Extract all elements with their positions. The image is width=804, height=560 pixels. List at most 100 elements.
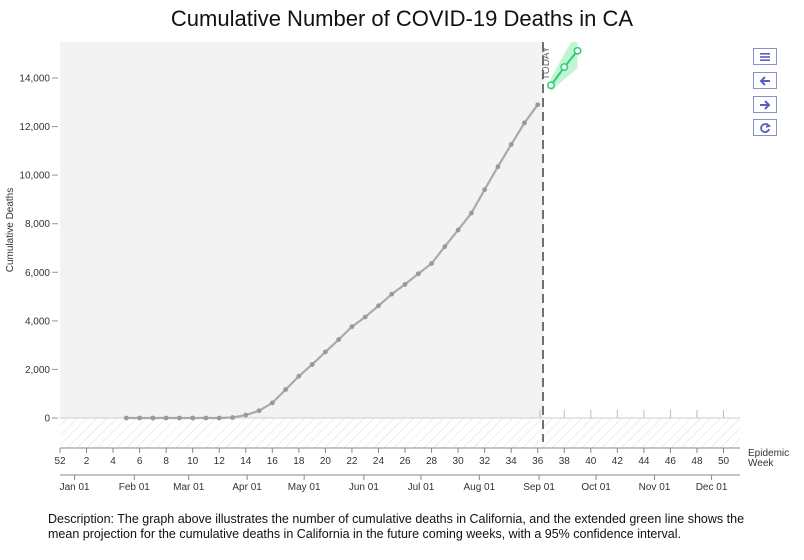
y-axis-label: Cumulative Deaths — [5, 188, 16, 272]
month-tick-label: Aug 01 — [463, 482, 495, 493]
week-tick-label: 42 — [612, 456, 624, 467]
week-tick-label: 8 — [163, 456, 169, 467]
month-tick-label: Jan 01 — [60, 482, 90, 493]
chart-title: Cumulative Number of COVID-19 Deaths in … — [170, 6, 634, 31]
week-tick-label: 32 — [479, 456, 491, 467]
observed-point — [283, 387, 288, 392]
observed-point — [256, 408, 262, 414]
arrow-left-icon — [759, 75, 770, 86]
y-tick-label: 12,000 — [19, 122, 50, 133]
month-axis: Jan 01 Feb 01 Mar 01 Apr 01 May 01 Jun 01 Jul … — [60, 474, 740, 493]
week-tick-label: 20 — [320, 456, 332, 467]
observed-point — [402, 282, 408, 287]
y-axis: 0 2,000 4,000 6,000 8,000 10,000 12,000 14,000 — [19, 74, 58, 425]
y-tick-label: 14,000 — [19, 74, 50, 85]
menu-button[interactable] — [753, 48, 777, 65]
week-tick-label: 52 — [54, 456, 66, 467]
week-tick-label: 24 — [373, 456, 385, 467]
week-axis: 52 2 4 6 8 10 12 14 16 18 20 22 24 26 28 30 32 34 36 38 40 42… — [54, 410, 740, 467]
month-tick-label: Jun 01 — [349, 482, 379, 493]
week-tick-label: 48 — [691, 456, 703, 467]
x-axis-label: Epidemic Week — [748, 448, 789, 469]
observed-point — [389, 291, 395, 297]
week-tick-label: 34 — [506, 456, 518, 467]
reset-button[interactable] — [753, 119, 777, 136]
today-label: TODAY — [541, 46, 552, 80]
series-layer — [123, 42, 582, 421]
observed-point — [376, 303, 381, 309]
projection-point — [573, 46, 582, 55]
y-tick-label: 10,000 — [19, 171, 50, 182]
week-tick-label: 18 — [293, 456, 305, 467]
observed-point — [336, 337, 342, 342]
observed-point — [243, 412, 249, 418]
y-tick-label: 2,000 — [25, 365, 50, 376]
y-tick-label: 8,000 — [25, 219, 50, 230]
observed-point — [150, 415, 156, 421]
week-tick-label: 26 — [399, 456, 411, 467]
month-tick-label: Dec 01 — [696, 482, 728, 493]
arrow-right-icon — [760, 99, 771, 110]
observed-point — [163, 415, 169, 421]
observed-point — [296, 373, 302, 379]
observed-point — [137, 415, 143, 421]
week-tick-label: 40 — [585, 456, 597, 467]
week-tick-label: 4 — [110, 456, 116, 467]
week-tick-label: 6 — [137, 456, 143, 467]
y-tick-label: 0 — [44, 414, 50, 425]
observed-point — [508, 142, 514, 147]
projection-confidence-band — [551, 42, 578, 92]
y-tick-label: 4,000 — [25, 316, 50, 327]
week-tick-label: 50 — [718, 456, 730, 467]
observed-point — [309, 362, 315, 367]
week-tick-label: 16 — [267, 456, 279, 467]
week-tick-label: 2 — [84, 456, 90, 467]
observed-point — [362, 314, 368, 320]
week-tick-label: 14 — [240, 456, 252, 467]
menu-icon — [760, 52, 770, 61]
pan-left-button[interactable] — [753, 72, 777, 89]
month-tick-label: Sep 01 — [523, 482, 555, 493]
week-tick-label: 12 — [214, 456, 226, 467]
week-tick-label: 36 — [532, 456, 544, 467]
refresh-icon — [760, 122, 771, 133]
projection-point — [560, 63, 569, 72]
observed-region — [60, 42, 544, 418]
observed-point — [415, 271, 421, 277]
month-tick-label: Nov 01 — [639, 482, 671, 493]
observed-point — [323, 349, 328, 355]
observed-point — [455, 227, 461, 233]
month-tick-label: Apr 01 — [232, 482, 262, 493]
month-tick-label: Mar 01 — [173, 482, 205, 493]
observed-point — [230, 415, 235, 420]
observed-point — [495, 164, 501, 170]
observed-point — [522, 120, 527, 126]
description-text: Description: The graph above illustrates… — [48, 512, 745, 541]
observed-point — [442, 244, 448, 249]
observed-point — [203, 415, 209, 421]
month-tick-label: Oct 01 — [581, 482, 611, 493]
y-tick-label: 6,000 — [25, 268, 50, 279]
week-tick-label: 44 — [638, 456, 650, 467]
week-tick-label: 38 — [559, 456, 571, 467]
below-zero-hatch — [60, 418, 740, 448]
observed-point — [123, 415, 129, 421]
pan-right-button[interactable] — [753, 96, 777, 113]
observed-point — [190, 415, 196, 421]
month-tick-label: Feb 01 — [119, 482, 151, 493]
projection-point — [547, 81, 555, 90]
week-tick-label: 28 — [426, 456, 438, 467]
month-tick-label: May 01 — [288, 482, 321, 493]
chart-svg: 02,0004,0006,0008,00010,00012,00014,000 … — [5, 42, 789, 493]
week-tick-label: 30 — [453, 456, 465, 467]
observed-point — [177, 415, 182, 421]
observed-point — [349, 324, 355, 330]
month-tick-label: Jul 01 — [408, 482, 435, 493]
observed-point — [482, 187, 488, 193]
week-tick-label: 10 — [187, 456, 199, 467]
observed-point — [429, 261, 434, 266]
observed-point — [216, 415, 222, 421]
week-tick-label: 46 — [665, 456, 677, 467]
observed-point — [535, 102, 541, 108]
observed-point — [468, 210, 474, 216]
